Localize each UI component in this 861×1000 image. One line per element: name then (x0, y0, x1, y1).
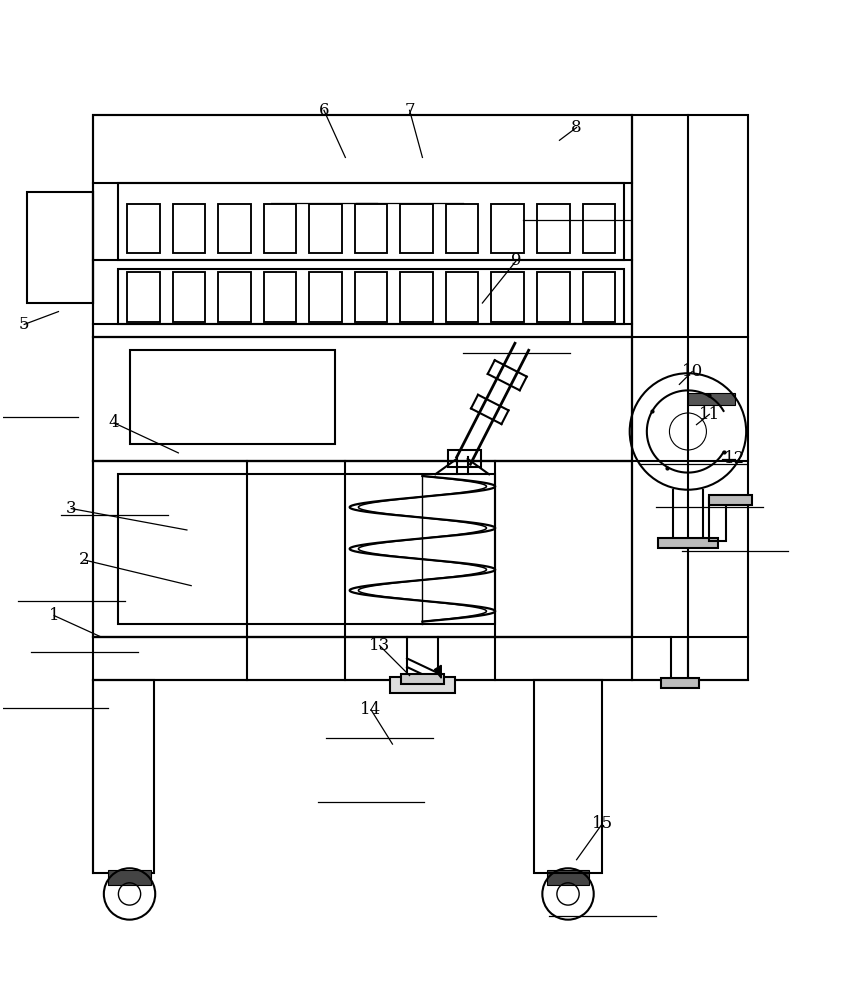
Bar (118, 474, 495, 624)
Bar (93, 637, 631, 680)
Text: 10: 10 (681, 363, 702, 380)
Bar (687, 393, 734, 405)
Bar (400, 674, 443, 684)
Bar (448, 450, 480, 467)
Bar (309, 272, 341, 322)
Text: 7: 7 (404, 102, 414, 119)
Bar (400, 272, 432, 322)
Bar (709, 495, 752, 505)
Text: 3: 3 (66, 500, 77, 517)
Text: 12: 12 (723, 450, 745, 467)
Bar (400, 204, 432, 253)
Bar (93, 680, 154, 873)
Text: 5: 5 (19, 316, 29, 333)
Bar (127, 272, 159, 322)
Bar (582, 204, 615, 253)
Bar (491, 272, 523, 322)
Bar (218, 204, 251, 253)
Bar (93, 337, 631, 461)
Text: 9: 9 (511, 252, 521, 269)
Bar (118, 269, 623, 324)
Text: 15: 15 (591, 815, 612, 832)
Bar (445, 272, 478, 322)
Bar (445, 204, 478, 253)
Bar (263, 272, 296, 322)
Bar (108, 870, 151, 885)
Bar (93, 461, 631, 637)
Text: 6: 6 (319, 102, 329, 119)
Bar (491, 204, 523, 253)
Bar (631, 115, 747, 680)
Bar (660, 678, 698, 688)
Polygon shape (434, 665, 441, 678)
Text: 2: 2 (78, 551, 90, 568)
Bar (27, 192, 93, 303)
Text: 13: 13 (369, 637, 390, 654)
Text: 1: 1 (49, 607, 59, 624)
Bar (389, 677, 455, 693)
Bar (536, 204, 569, 253)
Bar (536, 272, 569, 322)
Bar (118, 183, 623, 260)
Bar (93, 115, 631, 337)
Bar (582, 272, 615, 322)
Bar (355, 272, 387, 322)
Bar (263, 204, 296, 253)
Bar (309, 204, 341, 253)
Bar (172, 272, 205, 322)
Text: 8: 8 (571, 119, 581, 136)
Bar (546, 870, 589, 885)
Bar (93, 115, 631, 637)
Bar (129, 350, 335, 444)
Bar (218, 272, 251, 322)
Bar (355, 204, 387, 253)
Text: 4: 4 (108, 414, 120, 431)
Bar (172, 204, 205, 253)
Bar (533, 680, 602, 873)
Bar (657, 538, 717, 548)
Bar (127, 204, 159, 253)
Text: 14: 14 (360, 701, 381, 718)
Text: 11: 11 (698, 406, 719, 423)
Bar (709, 498, 726, 541)
